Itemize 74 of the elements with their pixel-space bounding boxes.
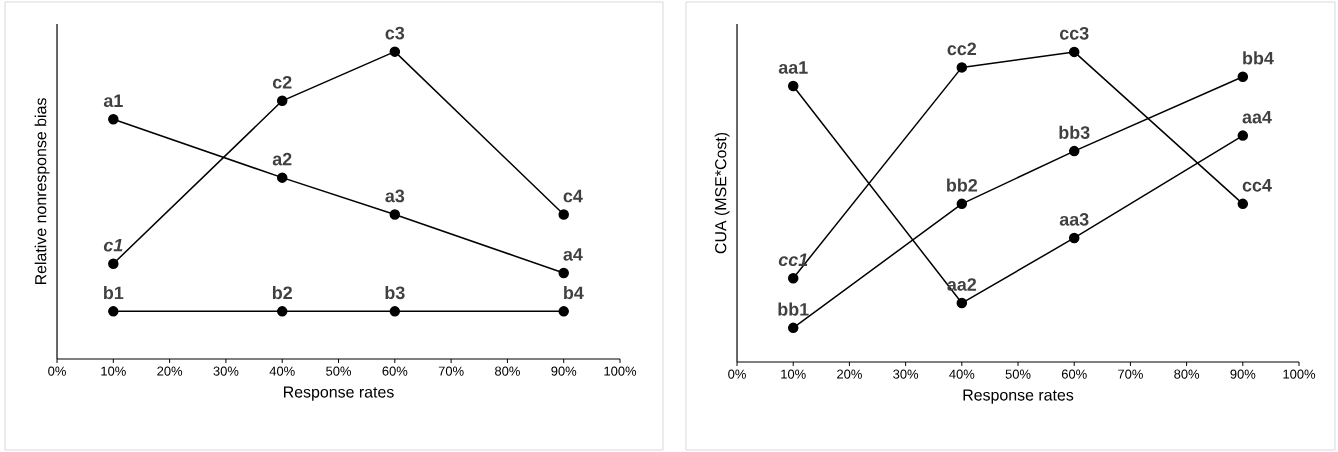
x-tick-label: 100%: [604, 366, 637, 376]
annotation: cc2: [947, 42, 977, 56]
annotation: a3: [385, 189, 405, 203]
x-tick-label: 50%: [326, 366, 352, 376]
x-tick-label: 70%: [438, 366, 464, 376]
x-tick-label: 100%: [1283, 369, 1316, 379]
y-axis-title: CUA (MSE*Cost): [714, 132, 730, 254]
point: [956, 62, 968, 73]
x-tick-label: 10%: [101, 366, 126, 376]
point: [558, 209, 569, 220]
x-tick-label: 80%: [495, 366, 520, 376]
x-tick-label: 10%: [781, 369, 806, 379]
point: [276, 95, 288, 107]
x-tick-label: 80%: [1174, 369, 1200, 379]
x-axis-title: Response rates: [963, 389, 1074, 404]
annotation: cc4: [1242, 179, 1272, 192]
point: [558, 306, 569, 317]
annotation: aa4: [1242, 110, 1272, 124]
x-tick-label: 60%: [382, 366, 408, 376]
annotation: aa2: [947, 278, 977, 291]
x-tick-label: 20%: [837, 369, 862, 379]
x-tick-label: 0%: [48, 366, 66, 376]
point: [108, 258, 119, 269]
annotation: bb3: [1059, 125, 1090, 139]
annotation: b1: [104, 285, 124, 300]
point: [276, 172, 288, 183]
x-tick-label: 0%: [728, 369, 746, 379]
point: [558, 267, 569, 279]
x-axis-title: Response rates: [284, 386, 394, 401]
point: [108, 306, 119, 317]
annotation: a4: [563, 248, 583, 261]
point: [787, 273, 799, 284]
x-tick-label: 30%: [213, 366, 239, 376]
point: [1237, 130, 1249, 141]
annotation: a2: [272, 152, 292, 166]
annotation: b4: [564, 285, 584, 300]
point: [1068, 232, 1080, 244]
x-tick-label: 90%: [551, 366, 577, 376]
point: [787, 322, 799, 334]
point: [1068, 46, 1080, 58]
x-tick-label: 40%: [269, 366, 295, 376]
x-tick-label: 50%: [1005, 369, 1031, 379]
point: [276, 306, 288, 317]
point: [389, 306, 401, 317]
annotation: bb2: [947, 178, 978, 192]
point: [956, 297, 968, 309]
annotation: cc1: [778, 253, 808, 267]
annotation: aa3: [1059, 213, 1089, 226]
annotation: a1: [103, 94, 123, 108]
x-tick-label: 30%: [893, 369, 919, 379]
x-tick-label: 20%: [157, 366, 183, 376]
point: [389, 46, 401, 57]
point: [787, 80, 799, 92]
point: [956, 198, 968, 210]
x-tick-label: 90%: [1230, 369, 1256, 379]
point: [389, 209, 401, 220]
annotation: b2: [272, 285, 292, 300]
annotation: cc3: [1059, 26, 1089, 40]
point: [1068, 145, 1080, 157]
x-tick-label: 40%: [949, 369, 975, 379]
annotation: b3: [385, 285, 405, 300]
y-axis-title: Relative nonresponse bias: [34, 98, 50, 285]
point: [108, 114, 119, 125]
annotation: c3: [385, 26, 405, 40]
annotation: aa1: [778, 61, 808, 74]
annotation: c4: [563, 189, 583, 203]
annotation: c2: [272, 75, 292, 89]
annotation: bb4: [1243, 51, 1274, 65]
x-tick-label: 70%: [1118, 369, 1143, 379]
annotation: c1: [103, 238, 123, 252]
annotation: bb1: [778, 302, 809, 316]
point: [1237, 71, 1249, 82]
point: [1237, 198, 1249, 210]
x-tick-label: 60%: [1061, 369, 1087, 379]
